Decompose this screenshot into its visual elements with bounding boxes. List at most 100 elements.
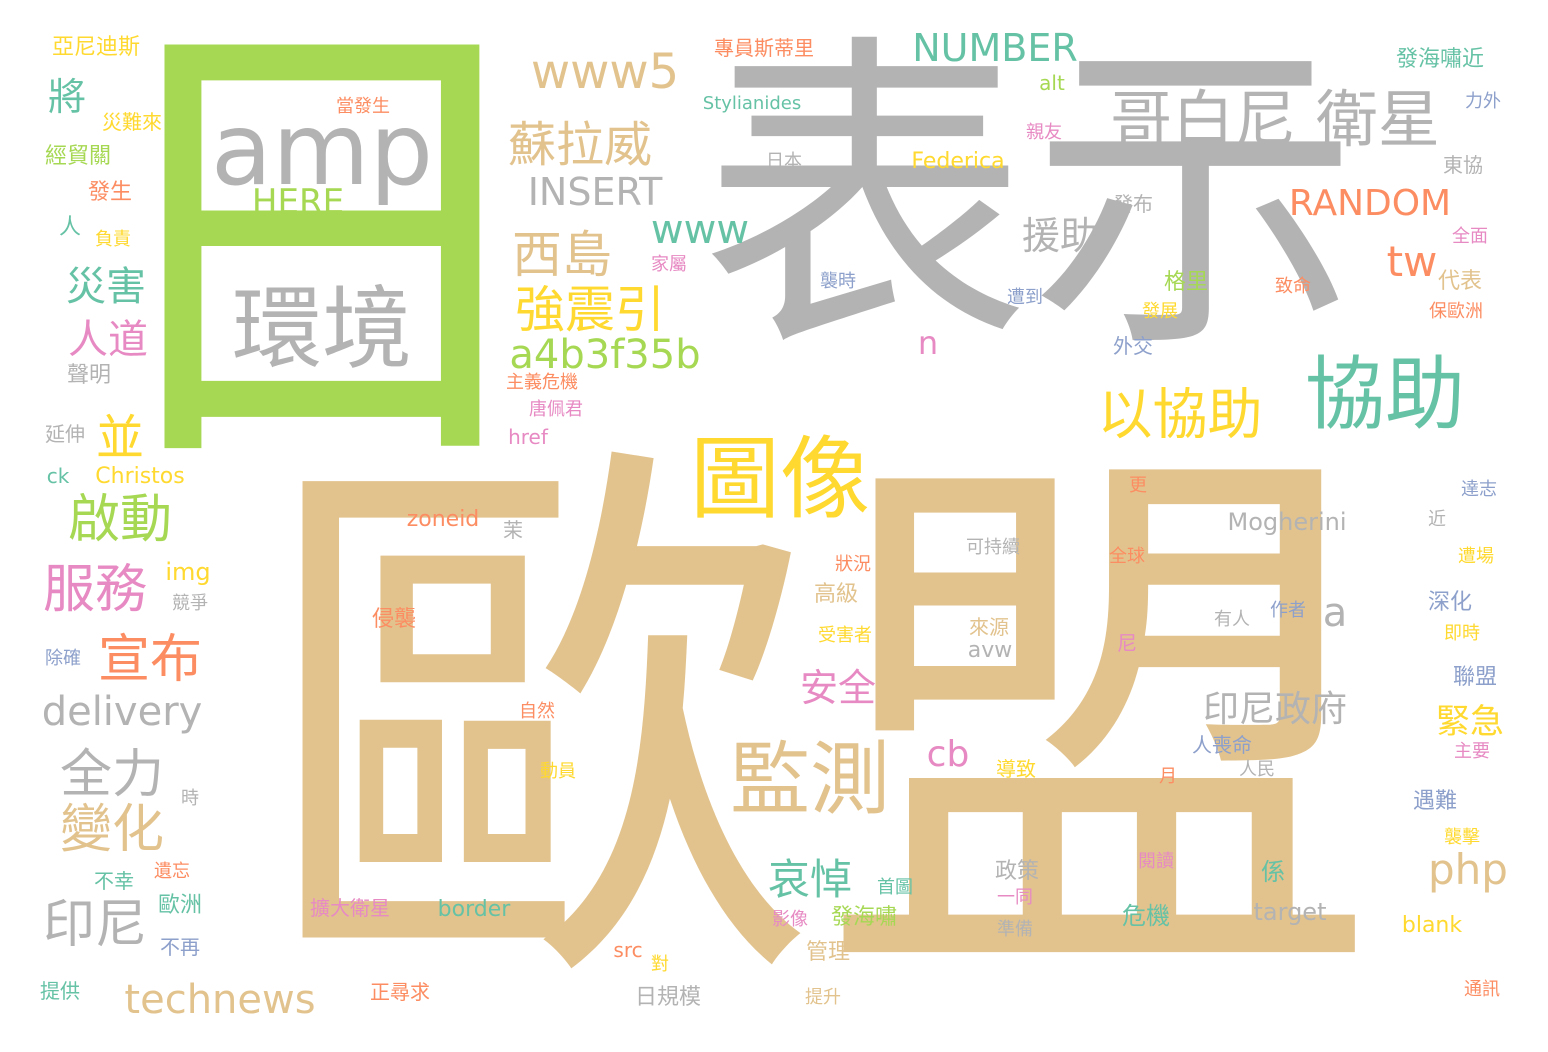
word: target (1253, 898, 1327, 926)
word: 作者 (1270, 600, 1306, 621)
word: 協助 (1305, 348, 1465, 441)
word: 襲擊 (1444, 827, 1480, 848)
word: 西島 (512, 226, 612, 284)
word: 安全 (799, 666, 877, 710)
word: 人 (58, 215, 82, 240)
word: Christos (95, 464, 185, 489)
word: 遇難 (1412, 789, 1458, 814)
word: 通訊 (1464, 979, 1500, 1000)
word: Federica (911, 149, 1005, 174)
word: delivery (41, 689, 203, 735)
word: 圖像 (690, 427, 870, 532)
word: 環境 (232, 277, 412, 382)
word: Mogherini (1227, 508, 1347, 536)
word: 延伸 (45, 422, 85, 446)
word: 以協助 (1097, 382, 1263, 447)
word: 狀況 (835, 554, 871, 575)
word: 印尼 (42, 895, 148, 955)
word: 除確 (45, 648, 81, 669)
word: RANDOM (1288, 183, 1452, 224)
word: INSERT (527, 170, 663, 214)
word: 日 (80, 0, 560, 529)
word: 發海嘯 (830, 905, 898, 930)
word: 外交 (1113, 334, 1153, 358)
word: 有人 (1214, 609, 1250, 630)
word: 準備 (997, 919, 1033, 940)
word: 將 (47, 75, 87, 119)
word: 強震引 (515, 281, 665, 339)
word: 政策 (994, 859, 1040, 884)
word: 家屬 (651, 254, 687, 275)
word: 主要 (1454, 741, 1490, 762)
word: 全力 (59, 745, 165, 805)
word: cb (926, 734, 970, 775)
word: 歐洲 (157, 893, 203, 918)
word: href (508, 425, 548, 449)
word: amp (210, 91, 434, 208)
word: 發布 (1113, 192, 1153, 216)
word: 發展 (1142, 301, 1178, 322)
word: 更 (1129, 475, 1147, 496)
word: 代表 (1437, 269, 1483, 294)
word: 力外 (1465, 91, 1501, 112)
word: 提升 (805, 987, 841, 1008)
word: 人道 (68, 317, 148, 363)
word: 表示 (700, 8, 1360, 392)
word: 專員斯蒂里 (714, 36, 814, 60)
word: 不幸 (94, 869, 134, 893)
word: 不再 (160, 935, 200, 959)
word: 服務 (42, 560, 148, 620)
word: 自然 (519, 701, 555, 722)
word: 時 (181, 788, 199, 809)
word: 近 (1428, 509, 1446, 530)
word: 首圖 (877, 877, 913, 898)
word: 全球 (1109, 546, 1145, 567)
word: 唐佩君 (529, 399, 583, 420)
word: 災害 (66, 264, 146, 310)
word: 達志 (1461, 479, 1497, 500)
word: 聲明 (66, 363, 112, 388)
word: 管理 (805, 940, 851, 965)
word: zoneid (406, 507, 480, 532)
word: 襲時 (820, 271, 856, 292)
word: technews (124, 977, 316, 1023)
word: 援助 (1021, 214, 1099, 258)
word: 哀悼 (767, 855, 853, 904)
word: 即時 (1444, 623, 1480, 644)
word: 格里 (1163, 270, 1209, 295)
word: 主義危機 (506, 372, 578, 393)
word: 經貿關 (44, 144, 112, 169)
word: 變化 (59, 800, 165, 860)
word: 哥白尼 衛星 (1110, 83, 1440, 156)
word: 正尋求 (370, 980, 430, 1004)
word: 動員 (540, 761, 576, 782)
word: 人喪命 (1192, 733, 1252, 757)
word: 茉 (503, 518, 523, 542)
word: 高級 (813, 582, 859, 607)
word: 遭到 (1007, 287, 1043, 308)
word: a4b3f35b (509, 332, 701, 378)
word: 發生 (87, 180, 133, 205)
word: 閱讀 (1138, 851, 1174, 872)
word: 一同 (997, 887, 1033, 908)
word: 印尼政府 (1202, 689, 1348, 730)
word: 親友 (1026, 122, 1062, 143)
word: 危機 (1122, 902, 1170, 930)
word: ck (46, 464, 70, 488)
word: 來源 (969, 615, 1009, 639)
word: 擴大衛星 (310, 896, 390, 920)
word: 緊急 (1436, 702, 1504, 742)
word: 聯盟 (1452, 665, 1498, 690)
word: 發海嘯近 (1395, 47, 1485, 72)
word: 歐盟 (260, 404, 1380, 1052)
word: php (1428, 845, 1508, 894)
word: HERE (251, 182, 345, 222)
word: blank (1401, 913, 1463, 938)
word: 東協 (1443, 153, 1483, 177)
word: 全面 (1452, 226, 1488, 247)
word: 災難來 (102, 110, 162, 134)
word: 監測 (730, 733, 890, 826)
word: img (165, 558, 211, 586)
word: 人民 (1239, 759, 1275, 780)
